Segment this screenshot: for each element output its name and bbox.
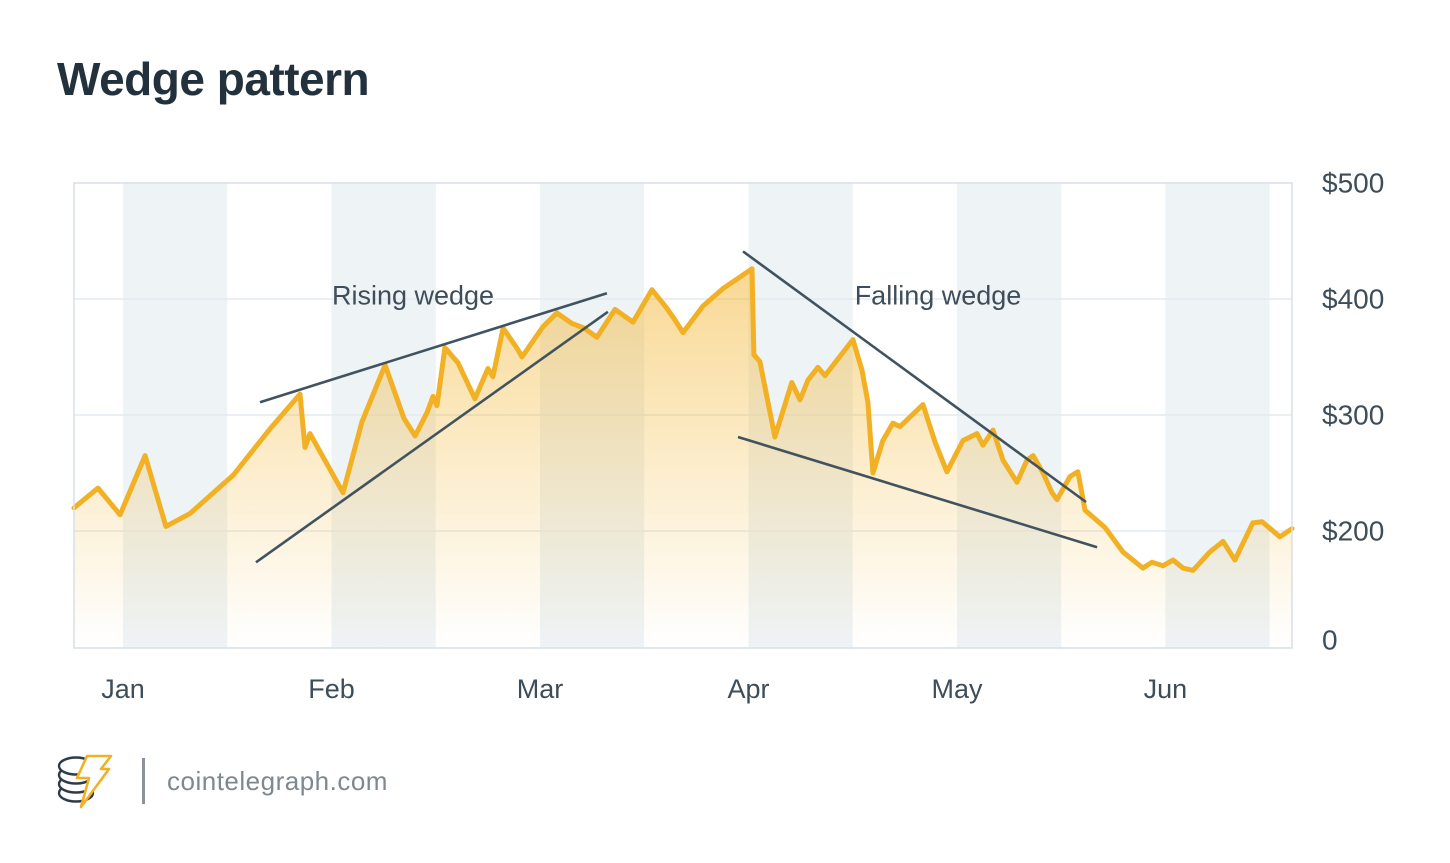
price-line [71, 266, 1295, 573]
x-tick-label-apr: Apr [727, 674, 769, 704]
y-tick-label: $300 [1322, 400, 1384, 431]
y-tick-label: 0 [1322, 625, 1338, 656]
rising-wedge-annotation: Rising wedge [332, 281, 494, 311]
y-tick-label: $200 [1322, 516, 1384, 547]
y-tick-label: $400 [1322, 284, 1384, 315]
footer-brand-bar: cointelegraph.com [52, 750, 388, 812]
rising-wedge-lower-trendline [255, 310, 609, 564]
x-tick-label-mar: Mar [517, 674, 564, 704]
plot-border [73, 182, 1293, 649]
x-tick-label-jan: Jan [101, 674, 145, 704]
x-tick-label-feb: Feb [308, 674, 355, 704]
price-area [74, 268, 1292, 648]
x-tick-label-may: May [931, 674, 983, 704]
cointelegraph-logo-icon [57, 754, 113, 809]
falling-wedge-annotation: Falling wedge [855, 281, 1022, 311]
y-tick-label: $500 [1322, 168, 1384, 199]
rising-wedge-upper-trendline [259, 291, 608, 404]
falling-wedge-lower-trendline [737, 435, 1098, 549]
brand-url: cointelegraph.com [167, 765, 388, 796]
x-tick-label-jun: Jun [1144, 674, 1188, 704]
page-title: Wedge pattern [57, 53, 370, 105]
logo-divider [142, 758, 145, 804]
falling-wedge-upper-trendline [742, 250, 1087, 504]
lightning-bolt-icon [75, 754, 113, 809]
y-axis-labels: $500 $400 $300 $200 0 [1322, 168, 1384, 656]
wedge-trendlines [255, 250, 1098, 564]
x-axis-labels: Jan Feb Mar Apr May Jun [101, 674, 1187, 704]
